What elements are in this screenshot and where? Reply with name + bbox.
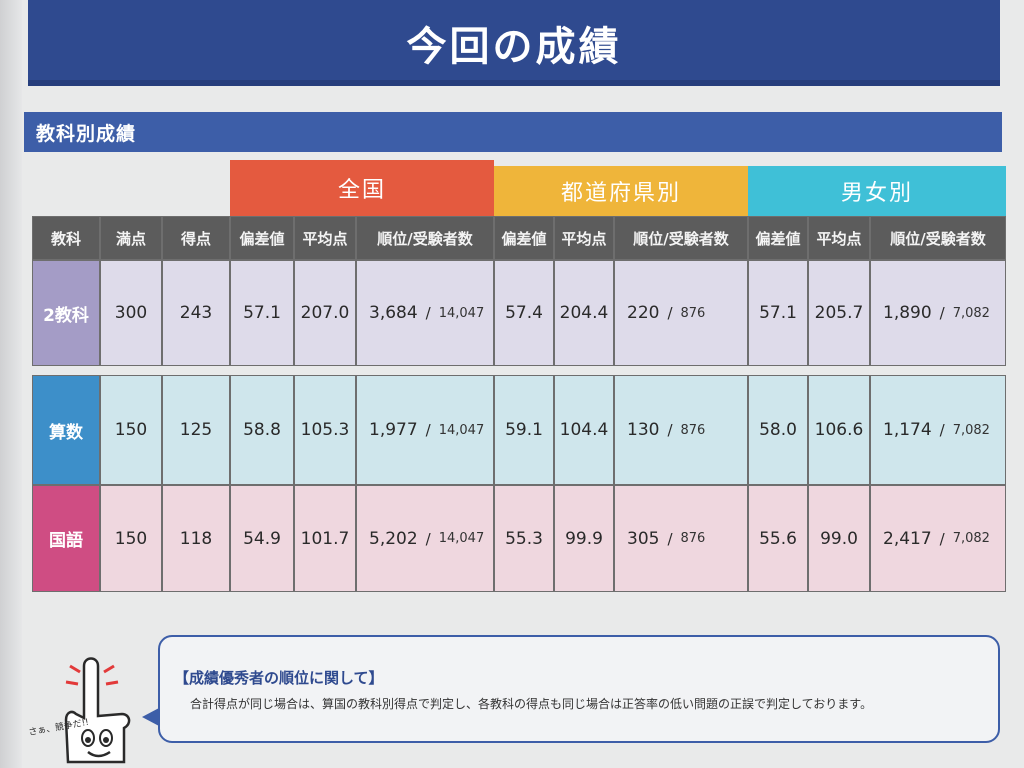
score-value: 118: [162, 485, 230, 592]
prefecture-average-value: 204.4: [554, 260, 614, 366]
note-heading: 【成績優秀者の順位に関して】: [174, 669, 384, 687]
gender-rank-value: 2,417 / 7,082: [870, 485, 1006, 592]
column-header-full_score: 満点: [100, 216, 162, 260]
note-body: 合計得点が同じ場合は、算国の教科別得点で判定し、各教科の得点も同じ場合は正答率の…: [190, 697, 873, 711]
gender-deviation-value: 57.1: [748, 260, 808, 366]
gender-rank-number: 1,174: [883, 420, 932, 440]
rank-separator: /: [667, 529, 673, 548]
gender-deviation-value: 58.0: [748, 375, 808, 485]
national-rank-number: 5,202: [369, 528, 418, 549]
subject-label: 2教科: [32, 260, 100, 366]
column-header-average: 平均点: [294, 216, 356, 260]
national-rank-number: 1,977: [369, 420, 418, 440]
national-rank-number: 3,684: [369, 303, 418, 323]
prefecture-average-value: 99.9: [554, 485, 614, 592]
subject-label: 国語: [32, 485, 100, 592]
rank-separator: /: [939, 529, 945, 548]
full-score-value: 150: [100, 485, 162, 592]
subject-label: 算数: [32, 375, 100, 485]
column-header-deviation: 偏差値: [230, 216, 294, 260]
column-header-subject: 教科: [32, 216, 100, 260]
note-pointer: [142, 708, 159, 726]
prefecture-rank-value: 220 / 876: [614, 260, 748, 366]
score-table: 全国 都道府県別 男女別 教科 満点 得点 偏差値 平均点 順位/受験者数 偏差値 平均点 順位/受験…: [32, 160, 1006, 592]
group-header-prefecture: 都道府県別: [494, 166, 748, 216]
prefecture-rank-value: 305 / 876: [614, 485, 748, 592]
column-header-rank: 順位/受験者数: [870, 216, 1006, 260]
column-header-average: 平均点: [808, 216, 870, 260]
full-score-value: 300: [100, 260, 162, 366]
group-header-national: 全国: [230, 160, 494, 216]
rank-separator: /: [425, 421, 431, 439]
mascot-illustration: [64, 657, 131, 764]
column-header-score: 得点: [162, 216, 230, 260]
rank-separator: /: [667, 421, 673, 439]
gender-deviation-value: 55.6: [748, 485, 808, 592]
national-deviation-value: 57.1: [230, 260, 294, 366]
gender-examinee-total: 7,082: [952, 531, 990, 546]
column-header-rank: 順位/受験者数: [614, 216, 748, 260]
gender-examinee-total: 7,082: [952, 305, 990, 321]
prefecture-examinee-total: 876: [680, 531, 706, 546]
national-average-value: 101.7: [294, 485, 356, 592]
gender-average-value: 205.7: [808, 260, 870, 366]
page-edge: [0, 0, 22, 768]
gender-average-value: 99.0: [808, 485, 870, 592]
gender-rank-value: 1,174 / 7,082: [870, 375, 1006, 485]
national-rank-value: 1,977 / 14,047: [356, 375, 494, 485]
note-box: 【成績優秀者の順位に関して】 合計得点が同じ場合は、算国の教科別得点で判定し、各…: [158, 635, 1000, 743]
prefecture-rank-value: 130 / 876: [614, 375, 748, 485]
prefecture-examinee-total: 876: [680, 305, 706, 321]
rank-separator: /: [939, 304, 945, 322]
title-banner: 今回の成績: [28, 0, 1000, 86]
rank-separator: /: [667, 304, 673, 322]
prefecture-rank-number: 220: [627, 303, 660, 323]
score-value: 125: [162, 375, 230, 485]
rank-separator: /: [425, 304, 431, 322]
page-title: 今回の成績: [406, 24, 622, 70]
prefecture-deviation-value: 57.4: [494, 260, 554, 366]
gender-average-value: 106.6: [808, 375, 870, 485]
column-header-deviation: 偏差値: [748, 216, 808, 260]
column-header-average: 平均点: [554, 216, 614, 260]
section-header: 教科別成績: [24, 112, 1002, 152]
prefecture-average-value: 104.4: [554, 375, 614, 485]
column-header-rank: 順位/受験者数: [356, 216, 494, 260]
gender-examinee-total: 7,082: [952, 422, 990, 438]
prefecture-rank-number: 305: [627, 528, 660, 549]
gender-rank-value: 1,890 / 7,082: [870, 260, 1006, 366]
score-value: 243: [162, 260, 230, 366]
national-deviation-value: 54.9: [230, 485, 294, 592]
rank-separator: /: [425, 529, 431, 548]
prefecture-deviation-value: 55.3: [494, 485, 554, 592]
column-header-deviation: 偏差値: [494, 216, 554, 260]
gender-rank-number: 1,890: [883, 303, 932, 323]
section-title: 教科別成績: [36, 122, 137, 145]
national-rank-value: 5,202 / 14,047: [356, 485, 494, 592]
national-deviation-value: 58.8: [230, 375, 294, 485]
prefecture-rank-number: 130: [627, 420, 660, 440]
prefecture-examinee-total: 876: [680, 422, 706, 438]
national-examinee-total: 14,047: [438, 531, 485, 546]
national-average-value: 207.0: [294, 260, 356, 366]
prefecture-deviation-value: 59.1: [494, 375, 554, 485]
rank-separator: /: [939, 421, 945, 439]
national-examinee-total: 14,047: [438, 305, 485, 321]
national-average-value: 105.3: [294, 375, 356, 485]
national-examinee-total: 14,047: [438, 422, 485, 438]
group-header-gender: 男女別: [748, 166, 1006, 216]
gender-rank-number: 2,417: [883, 528, 932, 549]
full-score-value: 150: [100, 375, 162, 485]
national-rank-value: 3,684 / 14,047: [356, 260, 494, 366]
